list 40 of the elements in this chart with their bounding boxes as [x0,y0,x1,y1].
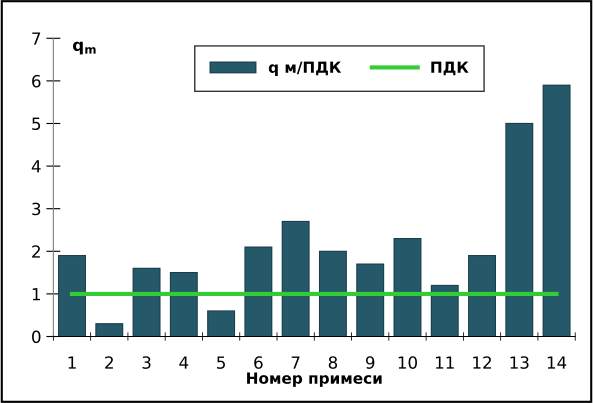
bar [170,272,198,337]
legend-label: q м/ПДК [268,62,342,76]
y-tick-label: 7 [32,32,40,45]
x-tick-label: 12 [473,356,491,369]
y-tick-label: 2 [32,245,40,258]
bar [282,220,310,337]
y-tick-label: 5 [32,118,40,130]
y-tick-label: 0 [32,330,40,344]
y-axis-title: q$_{m}$ [73,42,96,54]
x-tick-label: 5 [217,356,225,369]
x-tick-label: 13 [510,356,529,369]
bar [356,264,384,337]
bar [394,238,422,337]
bar [542,84,571,337]
bar [244,246,272,337]
x-tick-label: 8 [328,356,338,369]
legend-label: ПДК [431,62,469,76]
y-tick-label: 3 [32,202,40,216]
x-tick-label: 4 [179,356,188,369]
bar [468,255,496,337]
x-axis-title: Номер примеси [247,372,382,387]
bar [430,284,459,337]
bar [132,268,161,337]
x-tick-label: 9 [366,356,374,369]
y-tick-label: 6 [32,74,41,88]
x-tick-label: 14 [548,356,566,369]
bar [58,255,86,337]
x-tick-label: 11 [436,356,454,369]
x-tick-label: 7 [292,356,300,369]
bar [207,310,236,337]
x-tick-label: 3 [142,356,151,369]
y-tick-label: 4 [32,160,41,172]
x-tick-label: 2 [105,356,113,369]
bar [318,250,347,337]
x-tick-label: 6 [254,356,263,369]
bar [95,323,124,337]
bar [505,122,534,337]
y-tick-label: 1 [32,288,40,300]
x-tick-label: 10 [398,356,417,369]
x-tick-label: 1 [68,356,76,369]
